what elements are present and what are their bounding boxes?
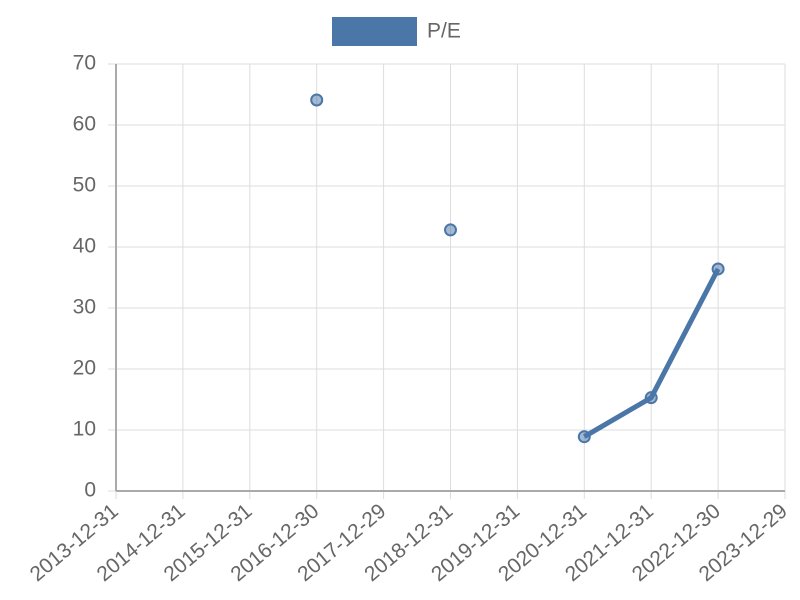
y-tick-label: 60 <box>73 113 96 136</box>
data-point <box>444 223 457 237</box>
data-point <box>711 262 725 276</box>
legend-swatch <box>332 17 417 46</box>
y-tick-label: 10 <box>73 418 96 441</box>
legend-label: P/E <box>427 20 461 43</box>
y-tick-label: 40 <box>73 235 96 258</box>
data-point <box>577 430 591 444</box>
y-tick-label: 50 <box>73 174 96 197</box>
data-point <box>310 93 324 107</box>
data-point <box>644 391 658 405</box>
y-tick-label: 0 <box>84 479 96 502</box>
y-tick-label: 30 <box>73 296 96 319</box>
y-tick-label: 70 <box>73 52 96 75</box>
y-tick-label: 20 <box>73 357 96 380</box>
